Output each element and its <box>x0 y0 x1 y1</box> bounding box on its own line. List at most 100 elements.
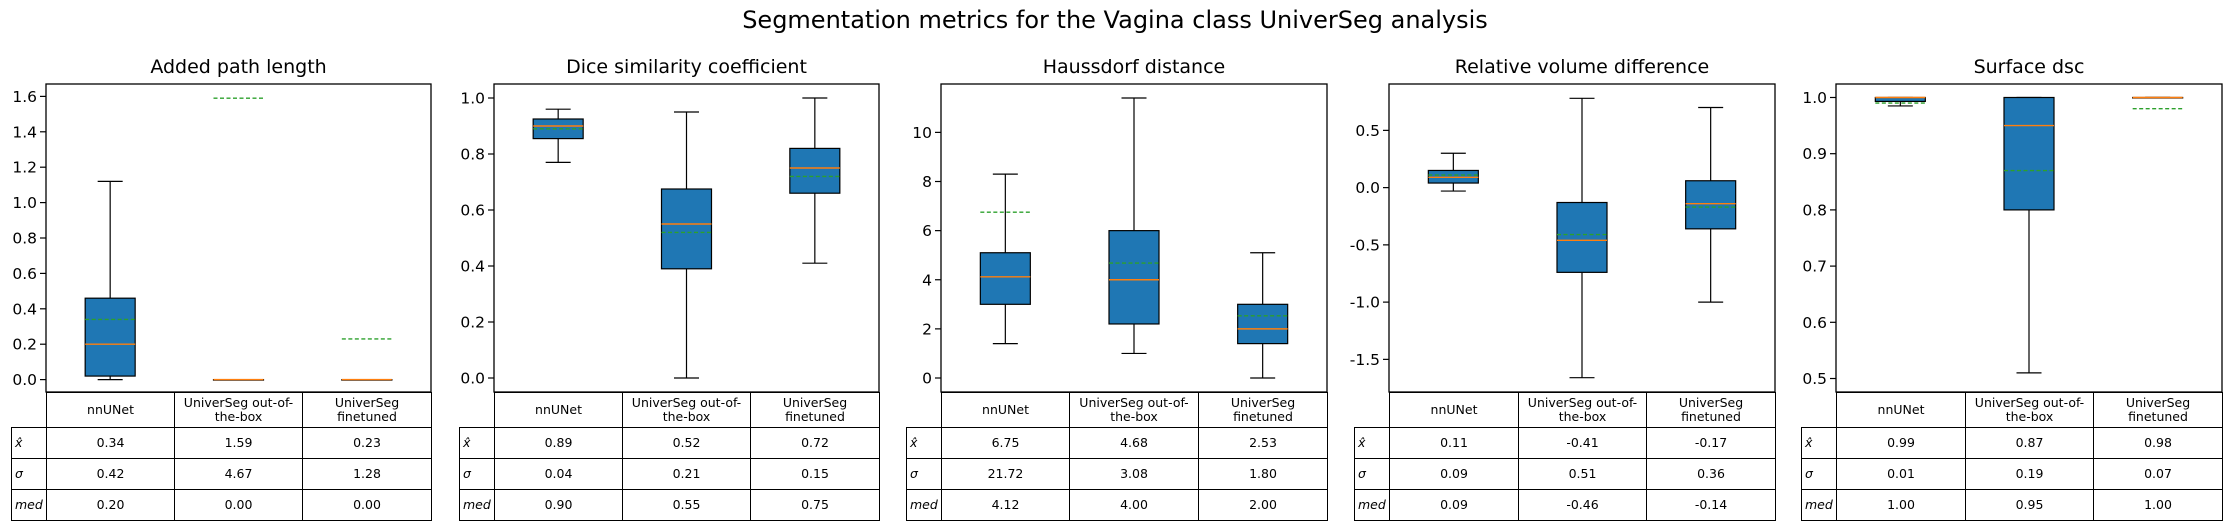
y-tick-label: 2 <box>922 320 932 338</box>
cell-mean: 0.99 <box>1836 427 1966 459</box>
y-tick-label: 0.6 <box>12 265 37 283</box>
cell-median: 1.00 <box>1836 489 1966 521</box>
row-label-mean: x̂ <box>1354 427 1390 459</box>
cell-mean: 0.23 <box>302 427 432 459</box>
y-tick-label: 0.2 <box>12 336 37 354</box>
cell-std: 0.21 <box>622 458 751 490</box>
figure-title: Segmentation metrics for the Vagina clas… <box>742 6 1488 34</box>
col-header-universeg-ootb: UniverSeg out-of-the-box <box>1965 392 2094 428</box>
cell-std: 0.51 <box>1518 458 1647 490</box>
cell-median: -0.14 <box>1646 489 1776 521</box>
y-tick-label: 0.8 <box>460 146 485 164</box>
panel-title-dice: Dice similarity coefficient <box>566 56 807 78</box>
panel-title-added-path-length: Added path length <box>150 56 327 78</box>
cell-median: 0.55 <box>622 489 751 521</box>
y-tick-label: 4 <box>922 271 932 289</box>
row-label-median: med <box>11 489 47 521</box>
cell-mean: 0.72 <box>750 427 880 459</box>
col-header-nnunet: nnUNet <box>46 392 175 428</box>
cell-std: 0.01 <box>1836 458 1966 490</box>
y-tick-label: 0.8 <box>12 230 37 248</box>
col-header-nnunet: nnUNet <box>1389 392 1519 428</box>
row-label-median: med <box>459 489 495 521</box>
y-tick-label: 0.8 <box>1802 201 1827 219</box>
y-tick-label: 1.4 <box>12 123 37 141</box>
iqr-box <box>789 147 841 194</box>
y-tick-label: 6 <box>922 222 932 240</box>
stats-table-added-path-length: nnUNet UniverSeg out-of-the-box UniverSe… <box>11 392 432 521</box>
cell-median: 0.00 <box>174 489 303 521</box>
row-label-median: med <box>1801 489 1837 521</box>
cell-std: 0.42 <box>46 458 175 490</box>
cell-median: 0.90 <box>494 489 623 521</box>
col-header-universeg-finetuned: UniverSeg finetuned <box>1198 392 1328 428</box>
panel-title-haussdorf: Haussdorf distance <box>1042 56 1226 78</box>
y-tick-label: 0.5 <box>1355 122 1380 140</box>
panel-title-relative-volume: Relative volume difference <box>1454 56 1710 78</box>
col-header-universeg-ootb: UniverSeg out-of-the-box <box>622 392 751 428</box>
row-label-std: σ <box>1801 458 1837 490</box>
y-tick-label: -1.5 <box>1350 351 1380 369</box>
y-tick-label: 0.6 <box>460 202 485 220</box>
y-tick-label: 1.2 <box>12 159 37 177</box>
y-tick-label: 1.6 <box>12 88 37 106</box>
y-tick-label: 1.0 <box>12 194 37 212</box>
y-tick-label: 0 <box>922 370 932 388</box>
cell-mean: 0.34 <box>46 427 175 459</box>
cell-std: 0.19 <box>1965 458 2094 490</box>
cell-std: 0.07 <box>2093 458 2223 490</box>
y-tick-label: 0.2 <box>460 314 485 332</box>
stats-table-surface-dsc: nnUNet UniverSeg out-of-the-box UniverSe… <box>1801 392 2223 521</box>
y-tick-label: 0.5 <box>1802 370 1827 388</box>
cell-mean: -0.41 <box>1518 427 1647 459</box>
col-header-universeg-finetuned: UniverSeg finetuned <box>750 392 880 428</box>
cell-median: 0.75 <box>750 489 880 521</box>
cell-std: 3.08 <box>1069 458 1199 490</box>
cell-median: 4.12 <box>941 489 1070 521</box>
cell-std: 21.72 <box>941 458 1070 490</box>
iqr-box <box>660 188 713 270</box>
y-tick-label: 8 <box>922 173 932 191</box>
y-tick-label: -0.5 <box>1350 236 1380 254</box>
y-tick-label: 1.0 <box>460 90 485 108</box>
cell-mean: 0.98 <box>2093 427 2223 459</box>
cell-median: 0.09 <box>1389 489 1519 521</box>
iqr-box <box>1237 303 1289 345</box>
y-tick-label: 1.0 <box>1802 89 1827 107</box>
cell-mean: 0.87 <box>1965 427 2094 459</box>
cell-median: 0.00 <box>302 489 432 521</box>
cell-median: 0.20 <box>46 489 175 521</box>
stats-table-dice: nnUNet UniverSeg out-of-the-box UniverSe… <box>459 392 880 521</box>
stats-table-haussdorf: nnUNet UniverSeg out-of-the-box UniverSe… <box>906 392 1328 521</box>
cell-median: 0.95 <box>1965 489 2094 521</box>
row-label-mean: x̂ <box>1801 427 1837 459</box>
cell-median: -0.46 <box>1518 489 1647 521</box>
col-header-nnunet: nnUNet <box>1836 392 1966 428</box>
y-tick-label: -1.0 <box>1350 294 1380 312</box>
col-header-nnunet: nnUNet <box>941 392 1070 428</box>
col-header-universeg-finetuned: UniverSeg finetuned <box>302 392 432 428</box>
cell-median: 4.00 <box>1069 489 1199 521</box>
y-tick-label: 0.0 <box>1355 179 1380 197</box>
iqr-box <box>84 297 136 377</box>
y-tick-label: 0.0 <box>460 370 485 388</box>
iqr-box <box>2003 96 2055 211</box>
y-tick-label: 0.7 <box>1802 258 1827 276</box>
panel-title-surface-dsc: Surface dsc <box>1973 56 2085 78</box>
y-tick-label: 10 <box>912 124 932 142</box>
cell-mean: 1.59 <box>174 427 303 459</box>
iqr-box <box>1556 201 1608 273</box>
col-header-universeg-finetuned: UniverSeg finetuned <box>2093 392 2223 428</box>
y-tick-label: 0.4 <box>12 300 37 318</box>
cell-median: 1.00 <box>2093 489 2223 521</box>
iqr-box <box>1108 230 1160 325</box>
y-tick-label: 0.0 <box>12 371 37 389</box>
col-header-universeg-ootb: UniverSeg out-of-the-box <box>1069 392 1199 428</box>
cell-median: 2.00 <box>1198 489 1328 521</box>
y-tick-label: 0.4 <box>460 258 485 276</box>
y-tick-label: 0.6 <box>1802 314 1827 332</box>
row-label-std: σ <box>1354 458 1390 490</box>
y-tick-label: 0.9 <box>1802 145 1827 163</box>
